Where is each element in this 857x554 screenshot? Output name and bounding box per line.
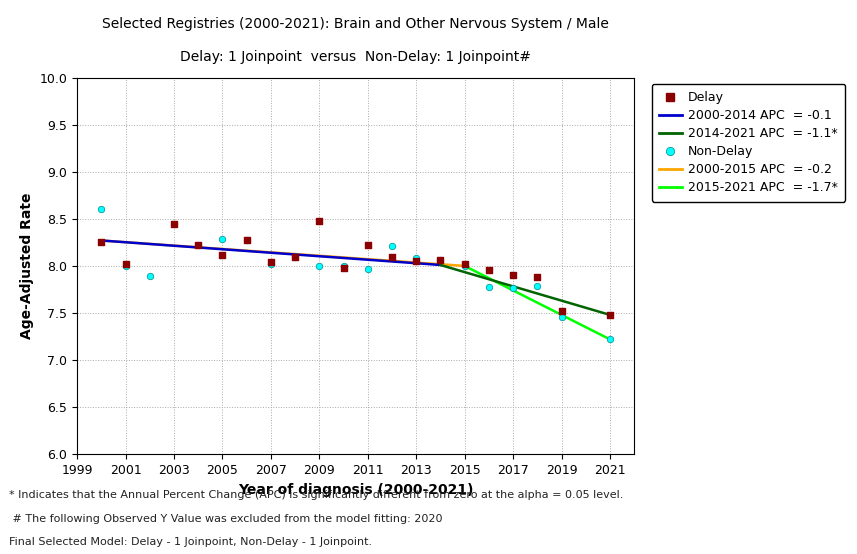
Point [119,260,133,269]
Point [216,250,230,259]
Point [458,261,471,270]
Point [264,258,278,266]
Point [482,282,495,291]
Point [434,256,447,265]
Point [385,252,399,261]
Point [288,252,302,261]
Point [554,307,568,316]
Point [361,264,375,273]
Point [216,234,230,243]
Point [434,256,447,265]
Point [530,273,544,281]
Text: Delay: 1 Joinpoint  versus  Non-Delay: 1 Joinpoint#: Delay: 1 Joinpoint versus Non-Delay: 1 J… [180,50,531,64]
Point [240,235,254,244]
Text: Selected Registries (2000-2021): Brain and Other Nervous System / Male: Selected Registries (2000-2021): Brain a… [102,17,609,30]
Point [603,310,617,319]
Text: * Indicates that the Annual Percent Change (APC) is significantly different from: * Indicates that the Annual Percent Chan… [9,490,623,500]
Point [240,236,254,245]
Point [337,263,351,272]
Point [506,271,520,280]
Point [313,261,327,270]
X-axis label: Year of diagnosis (2000-2021): Year of diagnosis (2000-2021) [238,483,473,496]
Point [119,261,133,270]
Point [191,241,205,250]
Y-axis label: Age-Adjusted Rate: Age-Adjusted Rate [20,193,34,339]
Text: # The following Observed Y Value was excluded from the model fitting: 2020: # The following Observed Y Value was exc… [9,514,442,524]
Point [167,220,181,229]
Point [313,216,327,225]
Point [264,260,278,269]
Text: Final Selected Model: Delay - 1 Joinpoint, Non-Delay - 1 Joinpoint.: Final Selected Model: Delay - 1 Joinpoin… [9,537,372,547]
Point [554,312,568,321]
Point [143,272,157,281]
Point [482,265,495,274]
Point [337,261,351,270]
Point [410,254,423,263]
Point [530,281,544,290]
Point [94,238,108,247]
Point [167,220,181,229]
Point [603,335,617,344]
Point [458,260,471,269]
Point [191,241,205,250]
Point [506,283,520,292]
Point [361,241,375,250]
Point [288,252,302,261]
Point [410,257,423,265]
Point [94,205,108,214]
Legend: Delay, 2000-2014 APC  = -0.1, 2014-2021 APC  = -1.1*, Non-Delay, 2000-2015 APC  : Delay, 2000-2014 APC = -0.1, 2014-2021 A… [651,84,845,202]
Point [385,242,399,250]
